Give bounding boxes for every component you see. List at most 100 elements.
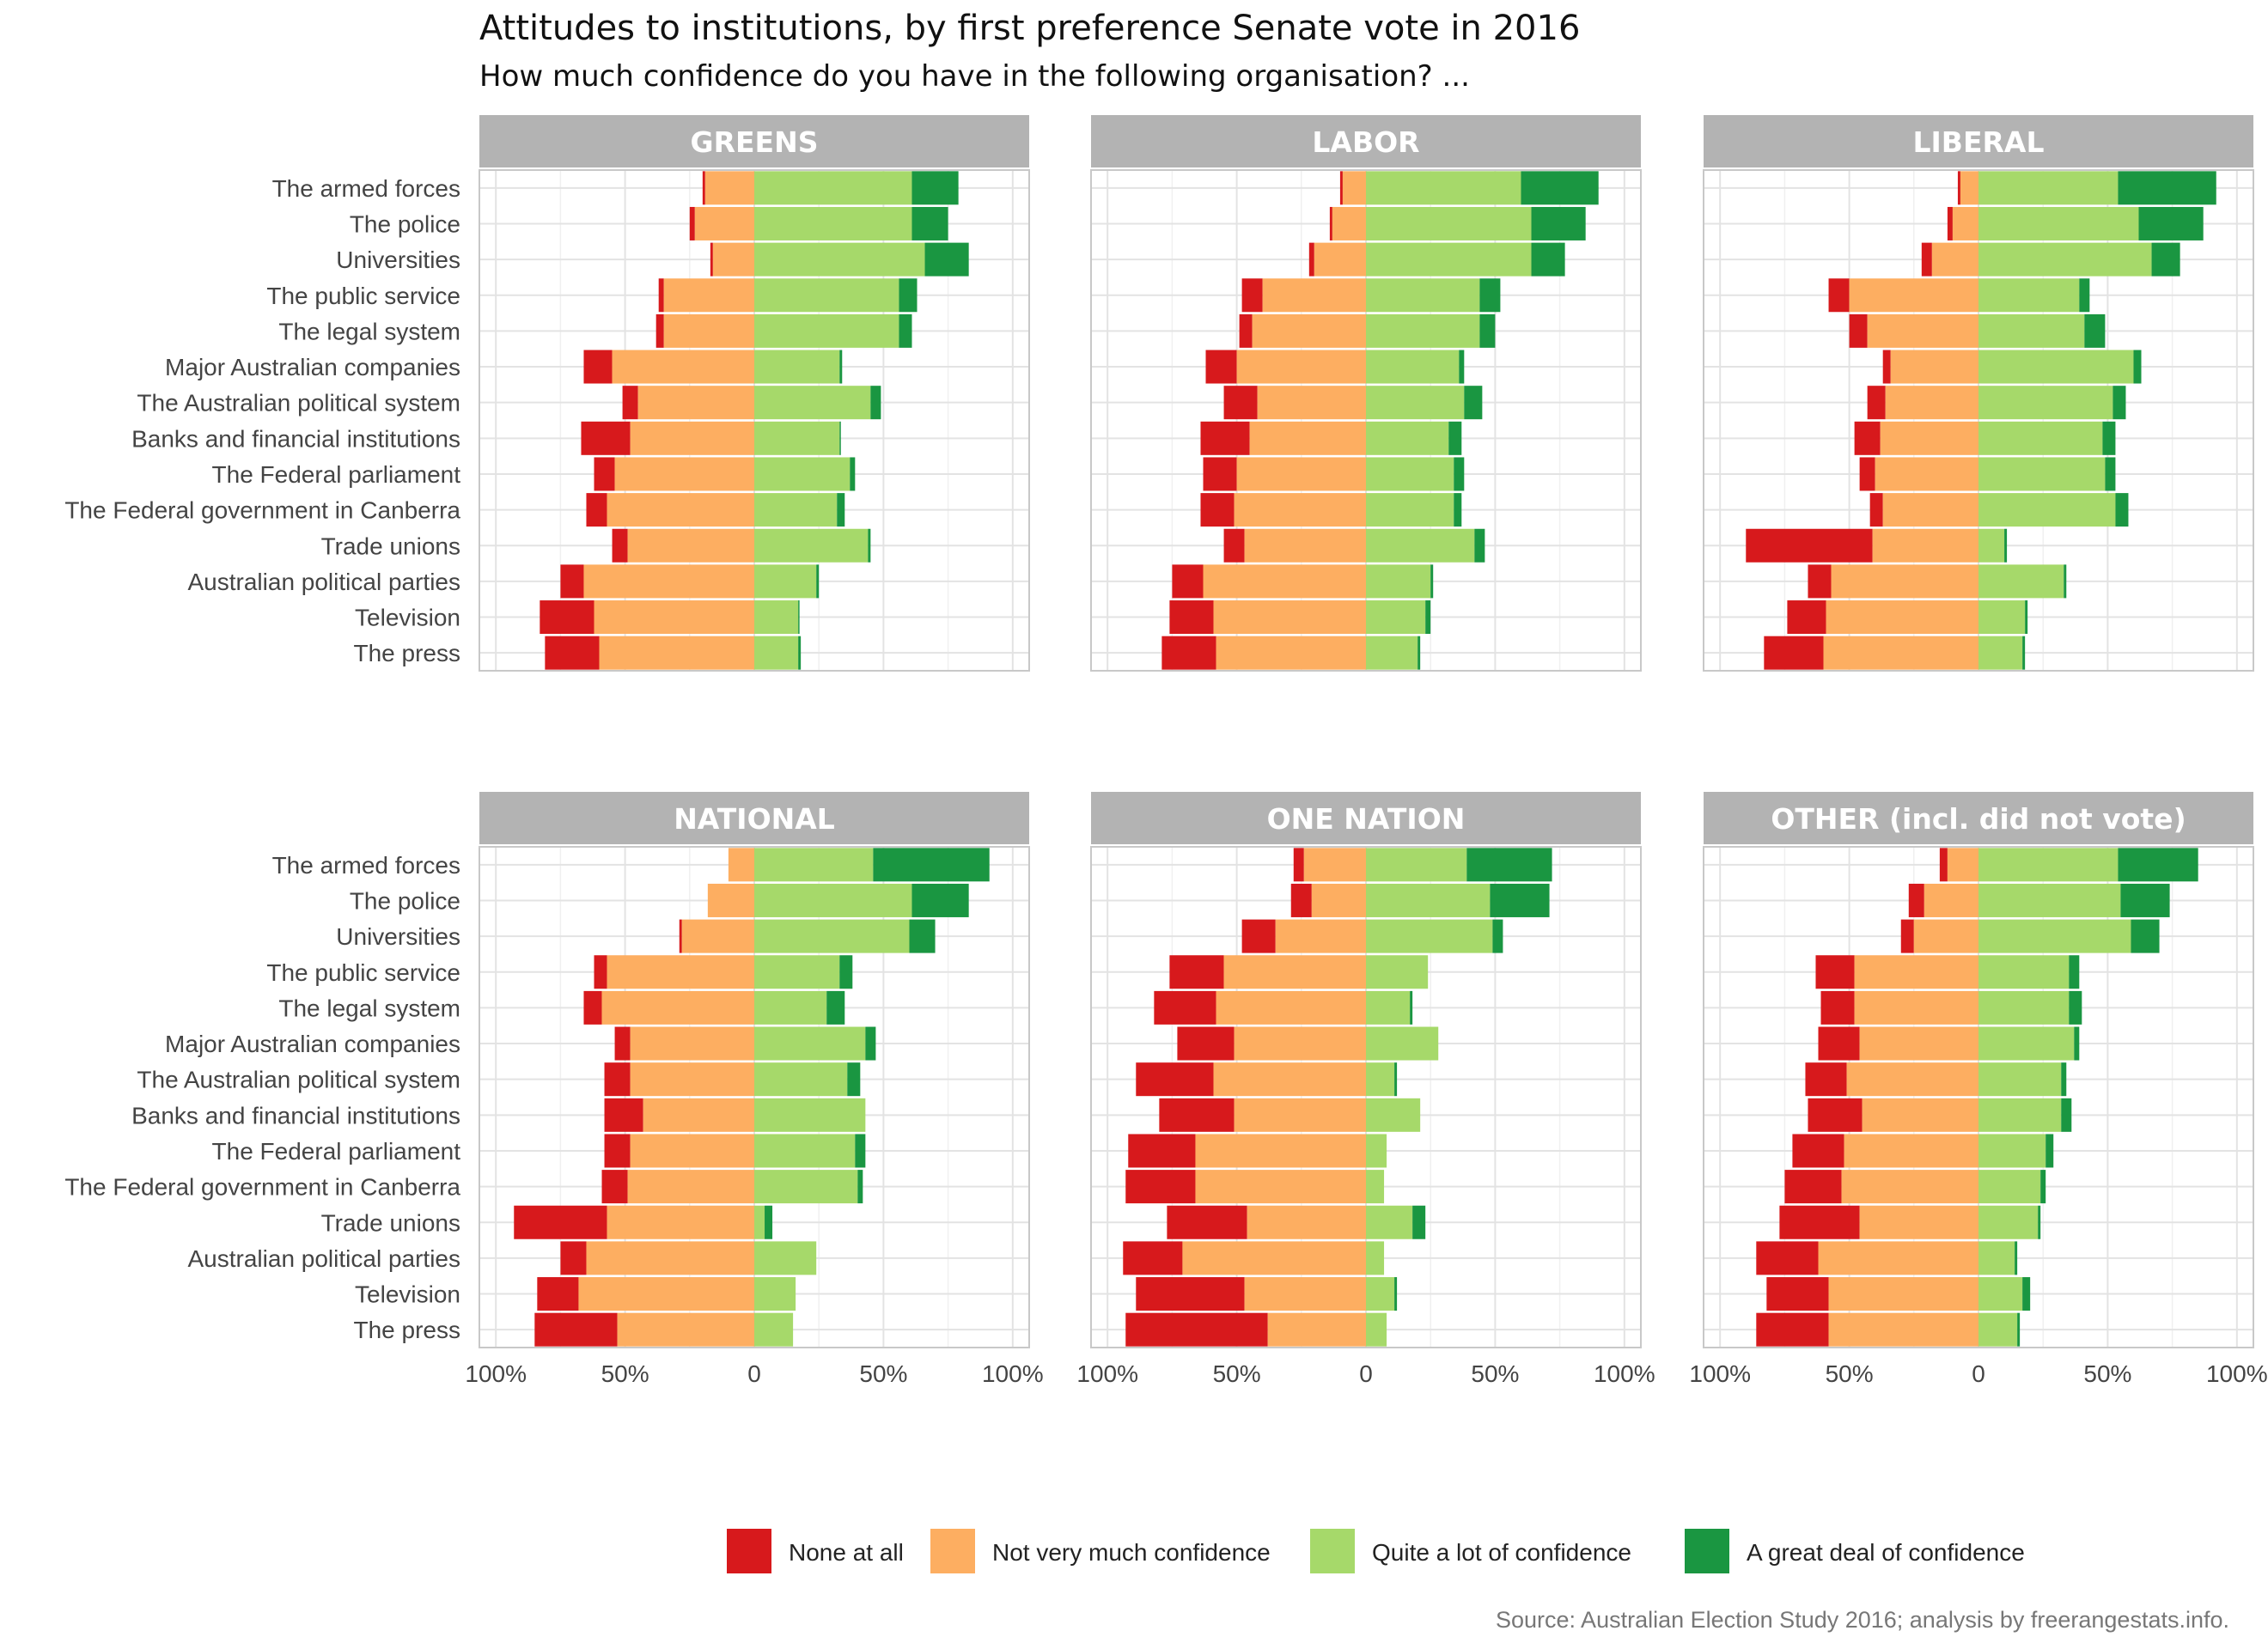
y-tick-label: The police — [350, 887, 460, 914]
bar-quite-a-lot-of-confidence-universities — [754, 242, 925, 277]
bar-none-at-all-the-federal-government-in-canberra — [1125, 1170, 1196, 1204]
bars — [1756, 848, 2198, 1347]
bar-a-great-deal-of-confidence-the-police — [2120, 883, 2170, 917]
x-tick-label: 100% — [2206, 1360, 2268, 1387]
bar-a-great-deal-of-confidence-the-federal-parliament — [2045, 1134, 2054, 1168]
bar-none-at-all-australian-political-parties — [560, 1241, 587, 1275]
bar-a-great-deal-of-confidence-the-australian-political-system — [847, 1062, 861, 1097]
bar-a-great-deal-of-confidence-the-federal-government-in-canberra — [2115, 493, 2129, 527]
bar-quite-a-lot-of-confidence-banks-and-financial-institutions — [1978, 1098, 2062, 1132]
bar-a-great-deal-of-confidence-major-australian-companies — [2074, 1026, 2080, 1061]
bar-not-very-much-confidence-the-federal-government-in-canberra — [1234, 493, 1366, 527]
bar-none-at-all-universities — [1308, 242, 1314, 277]
bar-not-very-much-confidence-the-legal-system — [663, 313, 754, 348]
bar-a-great-deal-of-confidence-the-public-service — [2069, 955, 2080, 989]
bar-quite-a-lot-of-confidence-the-armed-forces — [1978, 848, 2119, 882]
bar-quite-a-lot-of-confidence-australian-political-parties — [1366, 1241, 1385, 1275]
bar-not-very-much-confidence-australian-political-parties — [1203, 564, 1366, 599]
bar-a-great-deal-of-confidence-the-armed-forces — [1521, 171, 1599, 205]
bar-a-great-deal-of-confidence-the-federal-government-in-canberra — [2040, 1170, 2046, 1204]
legend-item-a-great-deal-of-confidence: A great deal of confidence — [1685, 1529, 2025, 1573]
bar-not-very-much-confidence-the-armed-forces — [1342, 171, 1366, 205]
bar-none-at-all-the-armed-forces — [1339, 171, 1343, 205]
panel-border — [1703, 846, 2254, 1348]
bar-a-great-deal-of-confidence-the-press — [1418, 636, 1421, 670]
x-tick-label: 50% — [1826, 1360, 1874, 1387]
bar-none-at-all-the-police — [1329, 206, 1332, 240]
bar-none-at-all-the-federal-parliament — [1128, 1134, 1196, 1168]
bar-quite-a-lot-of-confidence-the-federal-parliament — [1978, 457, 2106, 491]
bar-not-very-much-confidence-the-police — [1924, 883, 1978, 917]
bar-none-at-all-the-press — [1756, 1312, 1829, 1347]
bar-quite-a-lot-of-confidence-the-press — [1978, 636, 2023, 670]
bar-a-great-deal-of-confidence-the-federal-parliament — [1454, 457, 1465, 491]
bar-quite-a-lot-of-confidence-the-public-service — [1366, 278, 1480, 313]
bar-a-great-deal-of-confidence-the-australian-political-system — [2061, 1062, 2067, 1097]
bar-quite-a-lot-of-confidence-australian-political-parties — [1366, 564, 1431, 599]
bar-none-at-all-the-australian-political-system — [1136, 1062, 1214, 1097]
bar-none-at-all-banks-and-financial-institutions — [1854, 421, 1881, 455]
bar-a-great-deal-of-confidence-the-public-service — [899, 278, 918, 313]
bar-not-very-much-confidence-the-australian-political-system — [630, 1062, 754, 1097]
bar-quite-a-lot-of-confidence-the-police — [1366, 883, 1491, 917]
bar-a-great-deal-of-confidence-the-federal-parliament — [2105, 457, 2116, 491]
bar-not-very-much-confidence-trade-unions — [1247, 1205, 1366, 1239]
panel-strip — [1091, 115, 1641, 167]
bar-a-great-deal-of-confidence-the-police — [911, 883, 969, 917]
bar-quite-a-lot-of-confidence-television — [754, 1277, 796, 1311]
bars — [1746, 171, 2216, 670]
legend-label: Quite a lot of confidence — [1372, 1539, 1631, 1566]
bar-none-at-all-the-press — [545, 636, 600, 670]
bars — [540, 171, 969, 670]
bar-none-at-all-the-press — [1161, 636, 1216, 670]
chart-subtitle: How much confidence do you have in the f… — [479, 59, 1470, 94]
bar-none-at-all-the-legal-system — [655, 313, 664, 348]
y-tick-label: The public service — [266, 283, 460, 309]
bar-not-very-much-confidence-the-legal-system — [1216, 990, 1366, 1025]
bar-not-very-much-confidence-the-police — [1952, 206, 1978, 240]
y-tick-label: Universities — [336, 923, 460, 950]
bar-not-very-much-confidence-the-public-service — [607, 955, 754, 989]
bar-quite-a-lot-of-confidence-the-federal-government-in-canberra — [1978, 1170, 2041, 1204]
panel-strip — [1704, 115, 2253, 167]
bar-a-great-deal-of-confidence-television — [2022, 1277, 2031, 1311]
bar-not-very-much-confidence-australian-political-parties — [1831, 564, 1978, 599]
bar-not-very-much-confidence-universities — [1275, 919, 1366, 953]
bar-not-very-much-confidence-the-press — [1828, 1312, 1978, 1347]
bar-not-very-much-confidence-the-armed-forces — [728, 848, 754, 882]
x-tick-label: 50% — [1471, 1360, 1519, 1387]
x-tick-label: 100% — [465, 1360, 527, 1387]
panel-title: LABOR — [1312, 125, 1419, 159]
bar-not-very-much-confidence-australian-political-parties — [583, 564, 754, 599]
panel-border — [479, 169, 1030, 672]
y-tick-label: The Federal government in Canberra — [64, 497, 460, 524]
bar-a-great-deal-of-confidence-trade-unions — [765, 1205, 773, 1239]
legend-swatch — [1310, 1529, 1355, 1573]
bar-quite-a-lot-of-confidence-banks-and-financial-institutions — [754, 421, 840, 455]
bar-quite-a-lot-of-confidence-the-federal-government-in-canberra — [754, 1170, 858, 1204]
bar-a-great-deal-of-confidence-the-federal-parliament — [850, 457, 856, 491]
bar-not-very-much-confidence-the-public-service — [663, 278, 754, 313]
legend-swatch — [930, 1529, 975, 1573]
bar-none-at-all-australian-political-parties — [1808, 564, 1832, 599]
y-tick-label: Major Australian companies — [165, 1031, 460, 1057]
x-tick-label: 100% — [1594, 1360, 1655, 1387]
bar-none-at-all-major-australian-companies — [1205, 350, 1237, 384]
bar-quite-a-lot-of-confidence-the-public-service — [754, 955, 840, 989]
bar-not-very-much-confidence-television — [1826, 600, 1978, 635]
bar-none-at-all-major-australian-companies — [614, 1026, 631, 1061]
bar-not-very-much-confidence-the-press — [599, 636, 754, 670]
bar-quite-a-lot-of-confidence-the-armed-forces — [754, 848, 874, 882]
y-tick-label: Australian political parties — [188, 569, 461, 595]
bar-not-very-much-confidence-the-federal-parliament — [1236, 457, 1366, 491]
bar-not-very-much-confidence-the-armed-forces — [1960, 171, 1978, 205]
bar-not-very-much-confidence-australian-political-parties — [1818, 1241, 1978, 1275]
bar-quite-a-lot-of-confidence-major-australian-companies — [754, 350, 840, 384]
bar-not-very-much-confidence-the-federal-government-in-canberra — [607, 493, 754, 527]
bar-not-very-much-confidence-the-public-service — [1854, 955, 1978, 989]
bar-quite-a-lot-of-confidence-major-australian-companies — [1978, 350, 2134, 384]
panel-strip — [1704, 792, 2253, 844]
bar-quite-a-lot-of-confidence-the-federal-parliament — [754, 1134, 856, 1168]
bar-not-very-much-confidence-television — [594, 600, 754, 635]
y-axis-labels: The armed forces The police Universities Th… — [64, 175, 460, 666]
